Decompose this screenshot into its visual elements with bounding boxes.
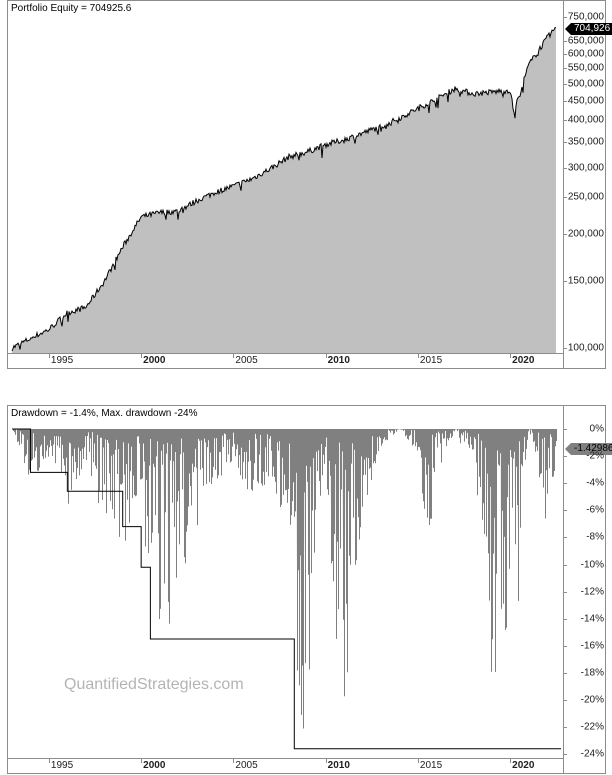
x-tick-mark	[141, 354, 143, 358]
y-tick-mark	[564, 591, 567, 593]
y-tick-label: 400,000	[567, 114, 604, 126]
x-tick-mark	[417, 354, 419, 358]
y-tick-mark	[564, 727, 567, 729]
x-tick-mark	[325, 354, 327, 358]
x-tick-mark	[141, 759, 143, 763]
y-tick-label: -4%	[586, 477, 604, 489]
y-tick-mark	[564, 167, 567, 169]
y-tick-label: 200,000	[567, 228, 604, 240]
y-tick-label: 100,000	[567, 342, 604, 354]
drawdown-last-value-badge: -1.42986	[564, 443, 612, 455]
y-tick-label: -18%	[580, 667, 604, 679]
drawdown-panel: Drawdown = -1.4%, Max. drawdown -24% Qua…	[7, 405, 612, 775]
drawdown-chart	[12, 428, 561, 750]
x-tick-label-2000: 2000	[143, 355, 166, 366]
y-tick-mark	[564, 83, 567, 85]
drawdown-title: Drawdown = -1.4%, Max. drawdown -24%	[11, 408, 198, 419]
x-tick-label-2005: 2005	[235, 355, 258, 366]
y-tick-label: -12%	[580, 586, 604, 598]
y-tick-mark	[564, 234, 567, 236]
y-tick-label: 750,000	[567, 11, 604, 23]
y-tick-label: 500,000	[567, 78, 604, 90]
y-tick-label: 650,000	[567, 35, 604, 46]
y-tick-label: -8%	[586, 531, 604, 543]
x-tick-mark	[48, 354, 50, 358]
x-tick-label-2020: 2020	[512, 355, 535, 366]
y-tick-mark	[564, 100, 567, 102]
equity-plot-area[interactable]: Portfolio Equity = 704925.6	[8, 1, 563, 353]
x-tick-mark	[510, 759, 512, 763]
x-tick-mark	[417, 759, 419, 763]
y-tick-label: 150,000	[567, 275, 604, 287]
x-tick-label-1995: 1995	[50, 355, 74, 366]
y-tick-label: -16%	[580, 640, 604, 652]
y-tick-label: -20%	[580, 694, 604, 706]
y-tick-mark	[564, 510, 567, 512]
equity-title: Portfolio Equity = 704925.6	[11, 3, 132, 14]
drawdown-y-axis: -1.42986 0% -2% -4% -6% -8% -10% -12% -14% -16% -…	[563, 406, 612, 773]
y-tick-label: 250,000	[567, 191, 604, 203]
drawdown-x-axis: 1995 2000 2005 2010 2015 2020	[8, 758, 563, 775]
y-tick-mark	[564, 120, 567, 122]
y-tick-label: 450,000	[567, 95, 604, 107]
y-tick-label: -14%	[580, 613, 604, 625]
y-tick-label: -22%	[580, 721, 604, 733]
y-tick-label: -6%	[586, 504, 604, 516]
y-tick-mark	[564, 142, 567, 144]
y-tick-mark	[564, 281, 567, 283]
equity-panel: Portfolio Equity = 704925.6 1995 2000 2005…	[7, 0, 612, 370]
y-tick-mark	[564, 700, 567, 701]
y-tick-mark	[564, 40, 567, 42]
drawdown-line	[13, 429, 557, 729]
y-tick-mark	[564, 483, 567, 485]
max-drawdown-line	[12, 428, 561, 750]
equity-line	[11, 27, 557, 352]
y-tick-mark	[564, 645, 567, 647]
equity-last-value-badge: 704,926	[564, 23, 612, 35]
y-tick-label: -24%	[580, 748, 604, 760]
y-tick-mark	[564, 672, 567, 674]
drawdown-plot-area[interactable]: Drawdown = -1.4%, Max. drawdown -24% Qua…	[8, 406, 563, 758]
y-tick-mark	[564, 618, 567, 620]
y-tick-label: -2%	[586, 450, 604, 462]
x-tick-mark	[325, 759, 327, 763]
y-tick-mark	[564, 348, 567, 349]
x-tick-label-1995: 1995	[50, 760, 74, 771]
x-tick-label-2010: 2010	[327, 355, 350, 366]
y-tick-label: 550,000	[567, 62, 604, 74]
y-tick-mark	[564, 197, 567, 199]
y-tick-mark	[564, 537, 567, 539]
y-tick-label: 600,000	[567, 48, 604, 60]
y-tick-mark	[564, 564, 567, 566]
y-tick-label: 300,000	[567, 162, 604, 174]
watermark: QuantifiedStrategies.com	[64, 676, 244, 693]
y-tick-mark	[564, 429, 567, 430]
x-tick-mark	[48, 759, 50, 763]
x-tick-label-2020: 2020	[512, 760, 535, 771]
x-tick-label-2000: 2000	[143, 760, 166, 771]
x-tick-label-2015: 2015	[419, 760, 443, 771]
equity-fill	[12, 27, 556, 353]
y-tick-mark	[564, 754, 567, 756]
equity-area-chart	[11, 27, 557, 353]
y-tick-mark	[564, 17, 567, 18]
y-tick-label: -10%	[580, 559, 604, 570]
equity-y-axis: 704,926 750,000 650,000 600,000 550,000 500,…	[563, 1, 612, 368]
y-tick-label: 350,000	[567, 136, 604, 148]
x-tick-label-2005: 2005	[235, 760, 258, 771]
x-tick-mark	[510, 354, 512, 358]
equity-x-axis: 1995 2000 2005 2010 2015 2020	[8, 353, 563, 370]
x-tick-label-2010: 2010	[327, 760, 350, 771]
y-tick-mark	[564, 67, 567, 69]
y-tick-mark	[564, 456, 567, 458]
y-tick-label: 0%	[589, 423, 604, 435]
y-tick-mark	[564, 53, 567, 55]
x-tick-label-2015: 2015	[419, 355, 443, 366]
x-tick-mark	[233, 354, 235, 358]
x-tick-mark	[233, 759, 235, 763]
